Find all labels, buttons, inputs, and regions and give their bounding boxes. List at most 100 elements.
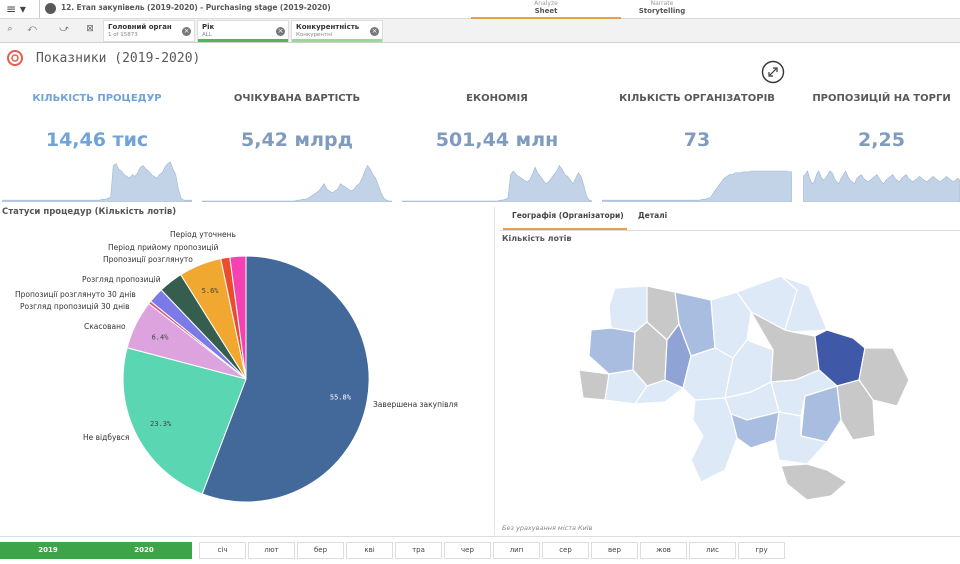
- tab-sheet[interactable]: Analyze Sheet: [471, 0, 621, 19]
- pie-slice-label: Період прийому пропозицій: [108, 243, 219, 252]
- month-filter[interactable]: лют: [248, 542, 295, 559]
- chip-title: Конкурентність: [296, 23, 360, 31]
- region-mykolaiv: [730, 411, 780, 449]
- tab-storytelling[interactable]: Narrate Storytelling: [587, 0, 737, 19]
- divider: [494, 207, 495, 535]
- chip-title: Рік: [202, 23, 215, 31]
- pie-slice[interactable]: [122, 347, 247, 495]
- month-filter[interactable]: лип: [493, 542, 540, 559]
- pie-slice-label: Завершена закупівля: [373, 400, 458, 409]
- pie-slice-label: Пропозиції розглянуто: [103, 255, 193, 264]
- month-filter[interactable]: бер: [297, 542, 344, 559]
- map-footnote: Без урахування міста Київ: [502, 524, 593, 532]
- kpi-sparkline: [2, 161, 192, 202]
- region-kherson: [774, 411, 829, 465]
- step-back-icon[interactable]: ⤺: [27, 24, 37, 34]
- month-filter[interactable]: лис: [689, 542, 736, 559]
- chip-sub: Конкурентні: [296, 32, 333, 38]
- sheet-title: Показники (2019-2020): [36, 51, 201, 66]
- app-globe-icon: [45, 3, 56, 14]
- selections-bar: ⌕ ⤺ ⤻ ⊠ Головний орган 1 of 15873 × Рік …: [0, 19, 960, 43]
- ukraine-choropleth-map[interactable]: [575, 270, 920, 502]
- region-chernivtsi: [633, 379, 685, 405]
- tab-geography[interactable]: Географія (Організатори): [503, 211, 627, 230]
- month-filter[interactable]: гру: [738, 542, 785, 559]
- clear-chip-icon[interactable]: ×: [370, 27, 379, 36]
- clear-selections-icon[interactable]: ⊠: [86, 24, 94, 34]
- kpi-label: КІЛЬКІСТЬ ОРГАНІЗАТОРІВ: [619, 93, 775, 104]
- region-zakarpattia: [578, 369, 610, 401]
- pie-slice[interactable]: [229, 255, 247, 380]
- fullscreen-icon[interactable]: [761, 60, 785, 84]
- pie-slice-label: Не відбувся: [83, 433, 129, 442]
- pie-slice[interactable]: [201, 255, 370, 503]
- sparkline-area: [602, 170, 792, 202]
- year-filter-2020[interactable]: 2020: [96, 542, 192, 559]
- kpi-expected-value[interactable]: ОЧІКУВАНА ВАРТІСТЬ 5,42 млрд: [202, 80, 392, 202]
- pie-slice-label: Період уточнень: [170, 230, 236, 239]
- kpi-label: КІЛЬКІСТЬ ПРОЦЕДУР: [32, 93, 162, 104]
- kpi-value: 2,25: [858, 129, 905, 151]
- kpi-sparkline: [803, 170, 960, 202]
- chip-sub: ALL: [202, 32, 212, 38]
- selection-chip-year[interactable]: Рік ALL ×: [197, 20, 289, 42]
- kpi-value: 5,42 млрд: [241, 129, 353, 151]
- step-forward-icon[interactable]: ⤻: [59, 24, 69, 34]
- kpi-sparkline: [202, 164, 392, 202]
- kpi-value: 14,46 тис: [45, 129, 149, 151]
- pie-slice-label: Розгляд пропозицій: [82, 275, 161, 284]
- tab-underline: [500, 230, 960, 231]
- pie-slice-percent: 23.3%: [150, 420, 172, 428]
- kpi-organizers[interactable]: КІЛЬКІСТЬ ОРГАНІЗАТОРІВ 73: [602, 80, 792, 202]
- pie-chart-title: Статуси процедур (Кількість лотів): [2, 207, 177, 217]
- pie-slice-label: Розгляд пропозицій 30 днів: [20, 302, 130, 311]
- month-filter[interactable]: тра: [395, 542, 442, 559]
- tab-storytelling-caption: Narrate: [650, 0, 674, 7]
- selection-chip-competition[interactable]: Конкурентність Конкурентні ×: [291, 20, 383, 42]
- region-volyn: [608, 285, 648, 333]
- kpi-savings[interactable]: ЕКОНОМІЯ 501,44 млн: [402, 80, 592, 202]
- region-vinnytsia: [682, 347, 734, 401]
- clear-chip-icon[interactable]: ×: [182, 27, 191, 36]
- tab-storytelling-label: Storytelling: [638, 7, 686, 15]
- top-toolbar: ≡ ▾ 12. Етап закупівель (2019-2020) - Pu…: [0, 0, 960, 19]
- month-filter[interactable]: жов: [640, 542, 687, 559]
- chip-status-bar: [198, 39, 288, 42]
- sparkline-area: [202, 164, 392, 202]
- month-filter[interactable]: сер: [542, 542, 589, 559]
- year-filter-2019[interactable]: 2019: [0, 542, 96, 559]
- kpi-value: 73: [683, 129, 711, 151]
- pie-chart[interactable]: 55.8% Завершена закупівля 23.3% Не відбувся…: [0, 217, 494, 534]
- pie-slice-label: Пропозиції розглянуто 30 днів: [15, 290, 136, 299]
- month-filter[interactable]: кві: [346, 542, 393, 559]
- kpi-label: ПРОПОЗИЦІЙ НА ТОРГИ: [812, 93, 951, 104]
- filter-bar: 2019 2020 січ лют бер кві тра чер лип сер вер жов…: [0, 536, 960, 564]
- menu-button[interactable]: ≡ ▾: [0, 0, 40, 18]
- qlik-logo-icon: [7, 50, 23, 66]
- map-title: Кількість лотів: [502, 234, 572, 243]
- smart-search-icon[interactable]: ⌕: [7, 24, 13, 34]
- kpi-sparkline: [402, 164, 592, 202]
- sparkline-area: [402, 164, 592, 202]
- kpi-procedures[interactable]: КІЛЬКІСТЬ ПРОЦЕДУР 14,46 тис: [2, 80, 192, 202]
- month-filter[interactable]: чер: [444, 542, 491, 559]
- month-filter[interactable]: січ: [199, 542, 246, 559]
- kpi-label: ЕКОНОМІЯ: [466, 93, 528, 104]
- region-crimea: [780, 463, 849, 501]
- app-title: 12. Етап закупівель (2019-2020) - Purcha…: [61, 3, 331, 12]
- chip-sub: 1 of 15873: [108, 32, 138, 38]
- month-filter[interactable]: вер: [591, 542, 638, 559]
- kpi-sparkline: [602, 170, 792, 202]
- region-lviv: [588, 327, 636, 375]
- chip-title: Головний орган: [108, 23, 172, 31]
- clear-chip-icon[interactable]: ×: [276, 27, 285, 36]
- kpi-offers-per-tender[interactable]: ПРОПОЗИЦІЙ НА ТОРГИ 2,25: [803, 80, 960, 202]
- pie-slice-percent: 55.8%: [330, 393, 352, 401]
- sparkline-area: [2, 161, 192, 202]
- tab-details[interactable]: Деталі: [638, 211, 668, 220]
- pie-slice-label: Скасовано: [84, 322, 126, 331]
- selection-chip-main-body[interactable]: Головний орган 1 of 15873 ×: [103, 20, 195, 42]
- tab-sheet-caption: Analyze: [534, 0, 558, 7]
- kpi-label: ОЧІКУВАНА ВАРТІСТЬ: [233, 93, 361, 104]
- tab-sheet-label: Sheet: [534, 7, 558, 15]
